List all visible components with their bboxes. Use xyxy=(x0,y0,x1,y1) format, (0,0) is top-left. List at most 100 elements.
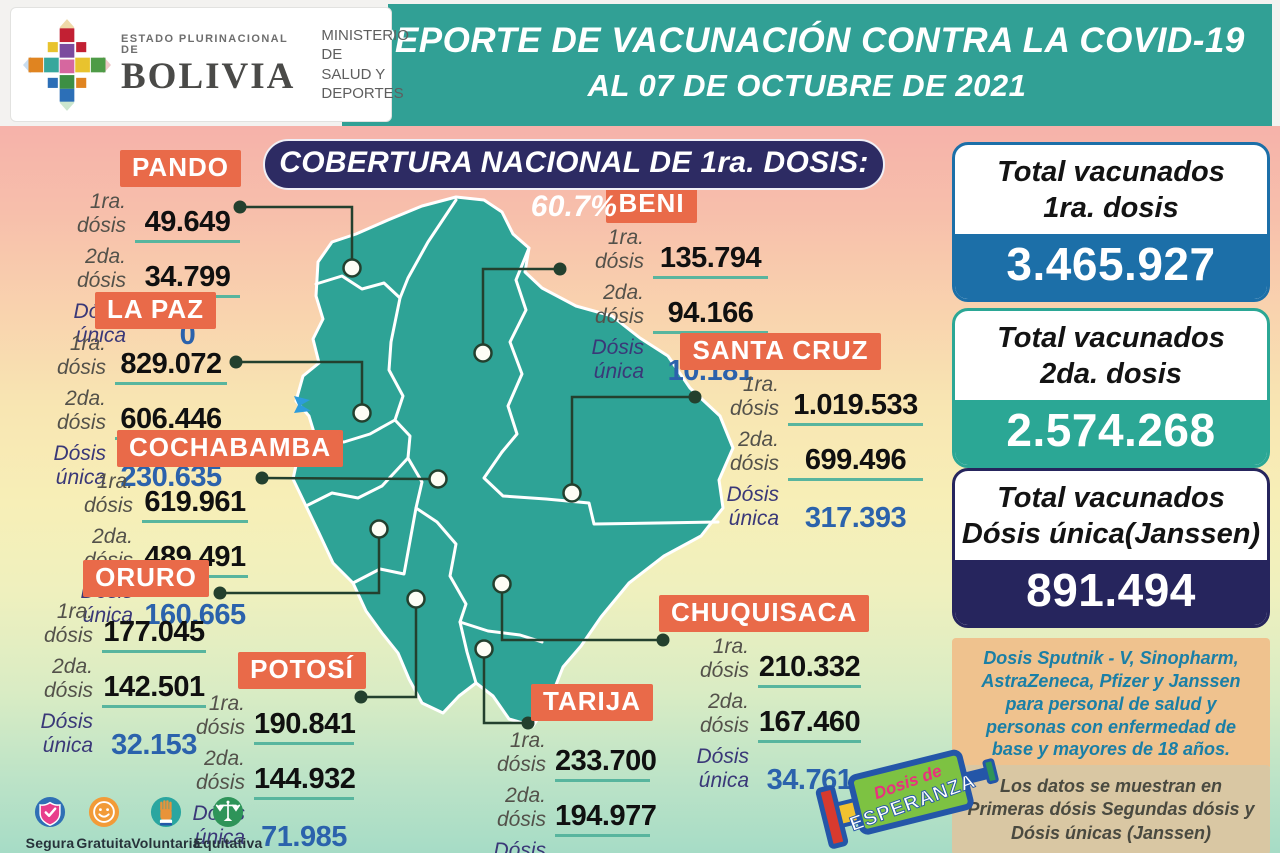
ministry-line2: SALUD Y DEPORTES xyxy=(321,65,404,103)
vaccines-note: Dosis Sputnik - V, Sinopharm, AstraZenec… xyxy=(952,638,1270,771)
total-unique-dose-value: 891.494 xyxy=(955,559,1267,625)
first-dose-value: 233.700 xyxy=(555,747,657,782)
unique-dose-value: 71.985 xyxy=(261,821,347,853)
first-dose-label: 1ra. dósis xyxy=(496,729,546,776)
raised-hand-icon xyxy=(150,796,182,828)
shield-check-icon xyxy=(34,796,66,828)
principle-label: Gratuita xyxy=(76,835,132,851)
second-dose-value: 94.166 xyxy=(653,299,768,334)
total-title-line2: Dósis única(Janssen) xyxy=(961,518,1261,551)
first-dose-label: 1ra. dósis xyxy=(56,332,106,379)
government-name: ESTADO PLURINACIONAL DE BOLIVIA xyxy=(121,33,296,97)
unique-dose-label: Dósis única xyxy=(40,710,93,757)
unique-dose-label: Dósis única xyxy=(493,839,546,853)
ministry-label: MINISTERIO DE SALUD Y DEPORTES xyxy=(321,26,409,104)
bolivia-map xyxy=(291,195,735,728)
estado-label: ESTADO PLURINACIONAL DE xyxy=(121,33,288,56)
total-title-line2: 1ra. dosis xyxy=(1043,192,1179,225)
unique-dose-value: 230.635 xyxy=(120,461,222,494)
first-dose-value: 1.019.533 xyxy=(788,391,923,426)
first-dose-value: 177.045 xyxy=(102,618,206,653)
second-dose-value: 142.501 xyxy=(102,673,206,708)
unique-dose-value: 317.393 xyxy=(804,502,907,535)
second-dose-label: 2da. dósis xyxy=(195,747,245,794)
department-name-badge: PANDO xyxy=(120,150,241,187)
first-dose-label: 1ra. dósis xyxy=(83,470,133,517)
second-dose-label: 2da. dósis xyxy=(594,281,644,328)
first-dose-value: 829.072 xyxy=(115,350,227,385)
second-dose-label: 2da. dósis xyxy=(729,428,779,475)
department-name-badge: TARIJA xyxy=(531,684,653,721)
unique-dose-label: Dósis única xyxy=(696,745,749,792)
title-band: REPORTE DE VACUNACIÓN CONTRA LA COVID-19… xyxy=(342,4,1272,126)
total-card-title: Total vacunados Dósis única(Janssen) xyxy=(955,471,1267,560)
first-dose-value: 190.841 xyxy=(254,710,356,745)
total-title-line1: Total vacunados xyxy=(997,322,1225,354)
department-beni: BENI 1ra. dósis 135.794 2da. dósis 94.16… xyxy=(565,186,768,389)
data-shown-note: Los datos se muestran en Primeras dósis … xyxy=(952,765,1270,853)
second-dose-value: 167.460 xyxy=(758,708,861,743)
department-name-badge: COCHABAMBA xyxy=(117,430,344,467)
department-la-paz: LA PAZ 1ra. dósis 829.072 2da. dósis 606… xyxy=(30,292,227,495)
total-title-line1: Total vacunados xyxy=(997,482,1225,514)
first-dose-label: 1ra. dósis xyxy=(699,635,749,682)
dosis-de-esperanza-syringe: Dosis de ESPERANZA xyxy=(815,749,999,849)
principle-label: Voluntaria xyxy=(131,835,201,851)
first-dose-value: 49.649 xyxy=(135,208,240,243)
total-first-dose-card: Total vacunados 1ra. dosis 3.465.927 xyxy=(952,142,1270,302)
department-name-badge: CHUQUISACA xyxy=(659,595,870,632)
total-title-line2: 2da. dosis xyxy=(1040,358,1182,391)
total-unique-dose-card: Total vacunados Dósis única(Janssen) 891… xyxy=(952,468,1270,628)
total-second-dose-card: Total vacunados 2da. dosis 2.574.268 xyxy=(952,308,1270,468)
total-card-title: Total vacunados 2da. dosis xyxy=(955,311,1267,400)
unique-dose-label: Dósis única xyxy=(53,442,106,489)
first-dose-label: 1ra. dósis xyxy=(195,692,245,739)
government-logo-card: ESTADO PLURINACIONAL DE BOLIVIA MINISTER… xyxy=(10,7,409,122)
ministry-line1: MINISTERIO DE xyxy=(321,26,409,64)
report-title: REPORTE DE VACUNACIÓN CONTRA LA COVID-19 xyxy=(369,21,1245,60)
second-dose-label: 2da. dósis xyxy=(76,245,126,292)
unique-dose-value: 32.153 xyxy=(111,729,197,762)
second-dose-value: 699.496 xyxy=(788,446,923,481)
total-first-dose-value: 3.465.927 xyxy=(955,233,1267,299)
department-name-badge: SANTA CRUZ xyxy=(680,333,881,370)
bolivia-textile-cross-logo xyxy=(23,18,111,111)
principle-label: Equitativa xyxy=(193,835,263,851)
unique-dose-label: Dósis única xyxy=(591,336,644,383)
department-name-badge: ORURO xyxy=(83,560,209,597)
unique-dose-value: 34.761 xyxy=(766,764,853,797)
department-name-badge: POTOSÍ xyxy=(238,652,366,689)
total-second-dose-value: 2.574.268 xyxy=(955,399,1267,465)
second-dose-label: 2da. dósis xyxy=(699,690,749,737)
first-dose-label: 1ra. dósis xyxy=(43,600,93,647)
country-label: BOLIVIA xyxy=(121,56,296,97)
department-name-badge: LA PAZ xyxy=(95,292,216,329)
principle-equitativa: Equitativa xyxy=(190,796,266,851)
first-dose-label: 1ra. dósis xyxy=(594,226,644,273)
first-dose-value: 619.961 xyxy=(142,488,248,523)
first-dose-label: 1ra. dósis xyxy=(76,190,126,237)
second-dose-value: 194.977 xyxy=(555,802,657,837)
first-dose-value: 210.332 xyxy=(758,653,861,688)
first-dose-label: 1ra. dósis xyxy=(729,373,779,420)
department-tarija: TARIJA 1ra. dósis 233.700 2da. dósis 194… xyxy=(462,684,657,853)
principle-label: Segura xyxy=(25,835,75,851)
principle-voluntaria: Voluntaria xyxy=(128,796,204,851)
principle-gratuita: Gratuita xyxy=(66,796,142,851)
department-chuquisaca: CHUQUISACA 1ra. dósis 210.332 2da. dósis… xyxy=(659,595,880,798)
second-dose-label: 2da. dósis xyxy=(56,387,106,434)
report-date: AL 07 DE OCTUBRE DE 2021 xyxy=(587,68,1027,103)
principle-segura: Segura xyxy=(12,796,88,851)
second-dose-label: 2da. dósis xyxy=(43,655,93,702)
total-title-line1: Total vacunados xyxy=(997,156,1225,188)
first-dose-value: 135.794 xyxy=(653,244,768,279)
second-dose-label: 2da. dósis xyxy=(496,784,546,831)
scales-icon xyxy=(212,796,244,828)
department-santa-cruz: SANTA CRUZ 1ra. dósis 1.019.533 2da. dós… xyxy=(680,333,923,536)
second-dose-value: 144.932 xyxy=(254,765,356,800)
unique-dose-value: 160.665 xyxy=(144,599,246,632)
unique-dose-label: Dósis única xyxy=(726,483,779,530)
department-name-badge: BENI xyxy=(606,186,697,223)
national-coverage-banner: COBERTURA NACIONAL DE 1ra. DOSIS: 60.7% xyxy=(263,139,885,223)
total-card-title: Total vacunados 1ra. dosis xyxy=(955,145,1267,234)
